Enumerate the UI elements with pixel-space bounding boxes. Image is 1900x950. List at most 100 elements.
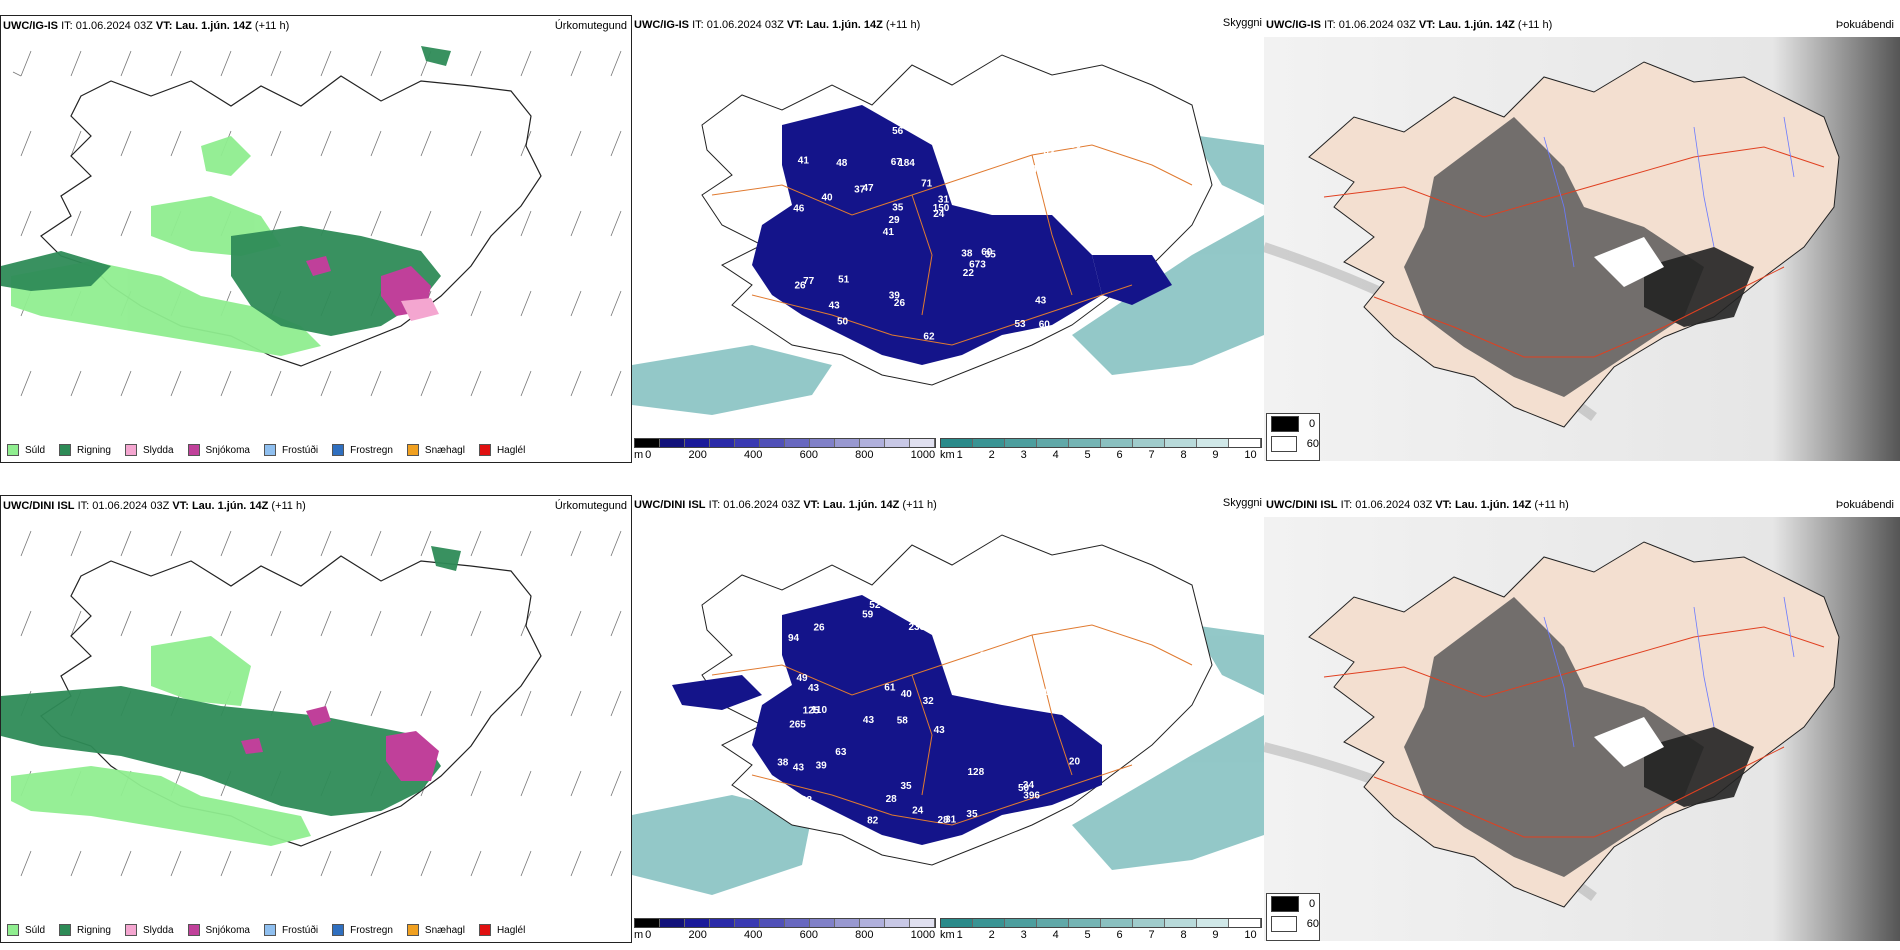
- legend-label: Snæhagl: [424, 444, 465, 456]
- legend-item: Rigning: [59, 444, 111, 456]
- snow-areas: [241, 706, 439, 781]
- colorbar-tick: 200: [688, 449, 707, 461]
- cloud-base-label: 43: [808, 683, 820, 694]
- colorbar-segment: [973, 439, 1005, 447]
- fog-panel-2: UWC/DINI ISL IT: 01.06.2024 03Z VT: Lau.…: [1264, 495, 1900, 943]
- colorbar-segment: [1101, 439, 1133, 447]
- legend-label: Súld: [25, 924, 46, 936]
- cloud-base-label: 45: [781, 310, 793, 321]
- cloud-base-label: 43: [1014, 678, 1026, 689]
- colorbar-segment: [1037, 439, 1069, 447]
- legend-swatch: [187, 924, 200, 936]
- drizzle-areas: [11, 636, 311, 846]
- visibility-areas: [632, 625, 1264, 895]
- cloud-base-colorbar-fill: [634, 438, 936, 448]
- colorbar-tick: 2: [988, 449, 995, 461]
- legend-swatch: [124, 444, 137, 456]
- fog-scale-label: 0: [1309, 418, 1316, 430]
- cloud-base-label: 42: [1067, 687, 1079, 698]
- colorbar-segment: [635, 439, 660, 447]
- legend-swatch: [478, 924, 491, 936]
- fog-black-areas: [1644, 727, 1754, 807]
- fog-scale: 0 60: [1266, 413, 1320, 461]
- cloud-base-label: 96: [1044, 178, 1056, 189]
- colorbar-tick: 3: [1020, 449, 1027, 461]
- cloud-base-label: 94: [788, 633, 800, 644]
- cloud-base-label: 31: [945, 815, 957, 826]
- colorbar-segment: [973, 919, 1005, 927]
- cloud-base-label: 63: [835, 747, 847, 758]
- cloud-base-label: 43: [934, 725, 946, 736]
- cloud-base-label: 396: [1023, 790, 1040, 801]
- visibility-colorbar-fill: [940, 438, 1262, 448]
- cloud-base-label: 61: [980, 651, 992, 662]
- cloud-base-label: 47: [863, 183, 875, 194]
- roads: [711, 624, 1193, 826]
- cloud-base-label: 28: [1059, 185, 1071, 196]
- panel-title: Úrkomutegund: [554, 500, 627, 512]
- colorbar-tick: 7: [1148, 929, 1155, 941]
- cloud-base-label: 38: [808, 323, 820, 334]
- cloud-base-label: 40: [822, 193, 834, 204]
- cloud-base-label: 43: [863, 715, 875, 726]
- cloud-base-label: 26: [814, 623, 826, 634]
- cloud-base-label: 47: [798, 805, 810, 816]
- cloud-base-label: 35: [985, 250, 997, 261]
- rivers: [1543, 116, 1795, 268]
- colorbar-tick: 1000: [910, 929, 936, 941]
- panel-title: Úrkomutegund: [554, 20, 627, 32]
- legend-label: Frostúði: [281, 444, 319, 456]
- colorbar-unit: km: [940, 929, 955, 941]
- cloud-base-label: 37: [947, 640, 959, 651]
- colorbar-segment: [835, 919, 860, 927]
- colorbar-tick: 600: [799, 449, 818, 461]
- colorbar-tick: 2: [988, 929, 995, 941]
- colorbar-segment: [885, 439, 910, 447]
- colorbar-tick: 0: [645, 929, 652, 941]
- cloud-base-label: 39: [816, 760, 828, 771]
- cloud-base-label: 110: [811, 705, 828, 716]
- fog-scale-label: 60: [1306, 918, 1319, 930]
- precip-legend: Súld Rigning Slydda Snjókoma Frostúði Fr…: [7, 924, 539, 936]
- cloud-base-label: 51: [838, 275, 850, 286]
- fog-scale-row: 0: [1267, 894, 1319, 914]
- coastline: [40, 75, 542, 367]
- colorbar-tick: 800: [855, 449, 874, 461]
- legend-swatch: [187, 444, 200, 456]
- colorbar-segment: [660, 439, 685, 447]
- colorbar-tick: 7: [1148, 449, 1155, 461]
- colorbar-segment: [810, 919, 835, 927]
- cloud-base-label: 43: [1035, 295, 1047, 306]
- legend-item: Haglél: [478, 444, 525, 456]
- cloud-base-label: 41: [883, 227, 895, 238]
- legend-item: Snjókoma: [187, 924, 250, 936]
- cloud-base-label: 59: [862, 609, 874, 620]
- colorbar-segment: [1133, 439, 1165, 447]
- fog-scale-swatch: [1271, 916, 1297, 932]
- cloud-base-label: 62: [923, 331, 935, 342]
- visibility-colorbar-fill: [940, 918, 1262, 928]
- colorbar-segment: [885, 919, 910, 927]
- cloud-base-label: 38: [777, 758, 789, 769]
- fog-dark-areas: [1404, 597, 1704, 877]
- cloud-base-label: 67: [891, 157, 903, 168]
- colorbar-segment: [710, 919, 735, 927]
- cloud-base-label: 26: [795, 281, 807, 292]
- colorbar-tick: 9: [1212, 449, 1219, 461]
- legend-item: Frostúði: [263, 444, 319, 456]
- cloud-base-label: 24: [933, 209, 945, 220]
- cloud-base-label: 35: [901, 781, 913, 792]
- panel-title: Þokuábendi: [1835, 499, 1894, 511]
- cloud-base-label: 32: [923, 696, 935, 707]
- colorbar-tick: 6: [1116, 929, 1123, 941]
- colorbar-segment: [941, 439, 973, 447]
- precip-type-panel-1: UWC/IG-IS IT: 01.06.2024 03Z VT: Lau. 1.…: [0, 15, 632, 463]
- legend-label: Slydda: [142, 924, 174, 936]
- cloud-base-label: 48: [836, 158, 848, 169]
- cloud-base-label: 39: [889, 291, 901, 302]
- fog-scale-swatch: [1271, 436, 1297, 452]
- colorbar-tick: 1: [956, 449, 963, 461]
- legend-label: Frostregn: [350, 924, 393, 936]
- fog-scale-swatch: [1271, 416, 1299, 432]
- cloud-base-label: 37: [980, 135, 992, 146]
